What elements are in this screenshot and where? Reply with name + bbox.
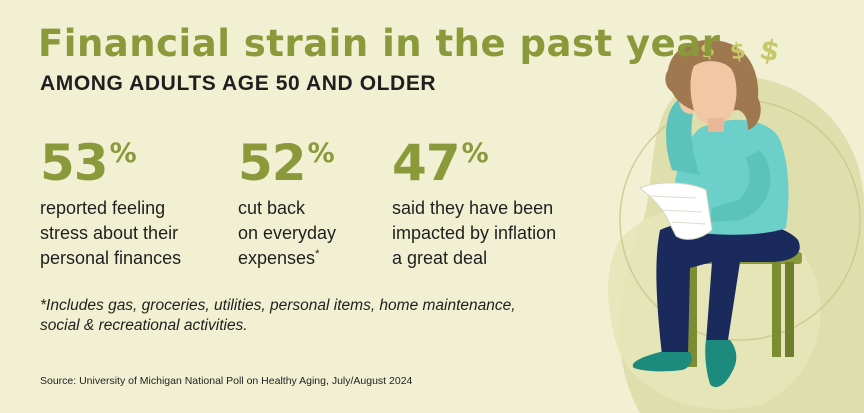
stat-description-line: expenses* — [238, 246, 336, 271]
footnote-line: social & recreational activities. — [40, 317, 248, 334]
source-citation: Source: University of Michigan National … — [40, 375, 413, 387]
stat-description-line: personal finances — [40, 248, 182, 268]
stat-cut-back: 52 % cut back on everyday expenses* — [238, 138, 336, 271]
stat-percent-sign: % — [461, 138, 489, 169]
stat-value: 52 % — [238, 138, 336, 188]
neck — [708, 118, 724, 132]
page-title: Financial strain in the past year — [38, 22, 721, 65]
stat-description-line: a great deal — [392, 248, 488, 268]
stat-description-line: cut back — [238, 198, 306, 218]
footnote-line: *Includes gas, groceries, utilities, per… — [40, 297, 516, 314]
stat-description-line: on everyday — [238, 223, 337, 243]
dollar-icon-group: $ $ $ — [697, 32, 782, 68]
stat-description-line: reported feeling — [40, 198, 166, 218]
stat-value: 47 % — [392, 138, 556, 188]
dollar-icon: $ — [757, 32, 783, 68]
stat-stress: 53 % reported feeling stress about their… — [40, 138, 181, 271]
dollar-icon: $ — [728, 38, 747, 65]
stat-description-line: stress about their — [40, 223, 179, 243]
footnote-marker: * — [315, 248, 320, 260]
page-subtitle: AMONG ADULTS AGE 50 AND OLDER — [40, 72, 437, 95]
stat-percent-sign: % — [307, 138, 335, 169]
legs — [656, 219, 800, 355]
face — [690, 61, 737, 125]
stat-description: cut back on everyday expenses* — [238, 196, 336, 271]
shoe-left — [632, 352, 692, 372]
dollar-icon: $ — [697, 36, 717, 63]
footnote: *Includes gas, groceries, utilities, per… — [40, 296, 516, 336]
stat-description-line: said they have been — [392, 198, 554, 218]
arm-left — [666, 100, 700, 175]
stat-inflation: 47 % said they have been impacted by inf… — [392, 138, 556, 271]
stat-number: 47 — [392, 134, 461, 192]
stat-percent-sign: % — [109, 138, 137, 169]
stat-description: said they have been impacted by inflatio… — [392, 196, 556, 271]
arm-right — [710, 150, 771, 222]
stat-description: reported feeling stress about their pers… — [40, 196, 181, 271]
shoe-right — [705, 340, 737, 388]
stat-number: 52 — [238, 134, 307, 192]
stat-description-line: impacted by inflation — [392, 223, 557, 243]
stat-description-text: expenses — [238, 248, 316, 268]
stat-number: 53 — [40, 134, 109, 192]
stat-value: 53 % — [40, 138, 181, 188]
